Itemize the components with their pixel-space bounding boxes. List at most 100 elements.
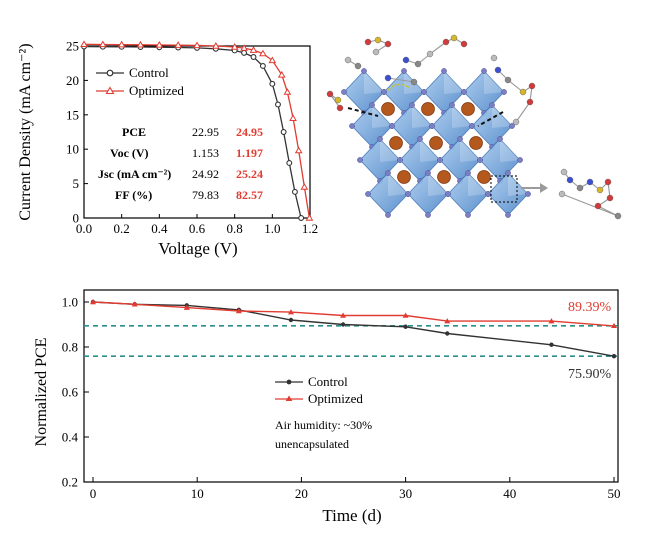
halide-atom xyxy=(397,157,403,163)
molecule-atom xyxy=(326,90,334,98)
stability-point-optimized xyxy=(131,301,138,307)
halide-atom xyxy=(405,191,411,197)
octahedron-highlight xyxy=(452,105,472,128)
halide-atom xyxy=(481,68,487,74)
jv-x-tick-label: 0.8 xyxy=(227,221,243,236)
table-row-jsc-label: Jsc (mA cm⁻²) xyxy=(98,167,171,181)
stability-series-group xyxy=(90,299,617,359)
interaction-bond xyxy=(347,107,379,117)
halide-atom xyxy=(509,123,515,129)
st-legend-control-marker xyxy=(286,379,292,385)
jv-x-tick-label: 1.0 xyxy=(264,221,280,236)
molecule-atom xyxy=(426,50,434,58)
stability-point-optimized xyxy=(402,312,409,318)
table-row-pce-control: 22.95 xyxy=(192,125,219,139)
halide-atom xyxy=(377,136,383,142)
cation-atom xyxy=(477,170,491,184)
stability-x-tick-label: 30 xyxy=(399,486,412,501)
halide-atom xyxy=(469,123,475,129)
hydrogen-bond xyxy=(387,83,411,91)
halide-atom xyxy=(385,212,391,218)
jv-point-control xyxy=(298,215,305,221)
stability-y-axis-label: Normalized PCE xyxy=(33,338,50,447)
stability-x-tick-label: 50 xyxy=(608,486,621,501)
halide-atom xyxy=(449,102,455,108)
jv-point-optimized xyxy=(174,41,183,48)
jv-x-tick-label: 0.4 xyxy=(151,221,168,236)
jv-x-axis-label: Voltage (V) xyxy=(158,239,237,258)
jv-point-optimized xyxy=(98,40,107,48)
stability-point-optimized xyxy=(235,308,242,314)
cation-atom xyxy=(437,170,451,184)
zoom-molecule-atom xyxy=(596,186,604,194)
stability-point-control xyxy=(445,331,450,336)
zoom-molecule-atom xyxy=(560,168,568,176)
stability-y-tick-label: 1.0 xyxy=(62,295,78,310)
table-row-voc-optimized: 1.197 xyxy=(236,146,263,160)
jv-point-optimized xyxy=(268,56,277,64)
halide-atom xyxy=(465,170,471,176)
stability-x-tick-label: 40 xyxy=(503,486,516,501)
jv-series-group xyxy=(80,40,314,221)
halide-atom xyxy=(497,136,503,142)
halide-atom xyxy=(361,68,367,74)
halide-atom xyxy=(409,102,415,108)
stability-x-axis-label: Time (d) xyxy=(322,506,381,525)
jv-point-optimized xyxy=(300,183,309,190)
stability-point-control xyxy=(340,322,346,327)
halide-atom xyxy=(389,123,395,129)
zoom-molecule-atom xyxy=(566,176,574,184)
jv-x-tick-label: 0.6 xyxy=(189,221,206,236)
octahedron-highlight xyxy=(388,173,408,196)
jv-legend-optimized-marker xyxy=(105,86,115,95)
halide-atom xyxy=(485,191,491,197)
halide-atom xyxy=(437,157,443,163)
stability-point-control xyxy=(549,342,554,347)
halide-atom xyxy=(421,89,427,95)
halide-atom xyxy=(465,212,471,218)
table-row-jsc-optimized: 25.24 xyxy=(236,167,263,181)
jv-point-control xyxy=(286,160,293,166)
halide-atom xyxy=(525,191,531,197)
jv-point-optimized xyxy=(277,70,286,78)
stability-point-optimized xyxy=(548,318,555,324)
zoom-molecule-atom xyxy=(594,202,602,210)
molecule-atom xyxy=(336,104,344,112)
cation-atom xyxy=(381,102,395,116)
jv-x-tick-label: 0.2 xyxy=(114,221,130,236)
octahedron-highlight xyxy=(484,71,504,94)
jv-point-optimized xyxy=(294,146,303,154)
molecule-atom xyxy=(519,88,527,96)
stability-y-tick-label: 0.8 xyxy=(62,340,78,355)
jv-x-tick-label: 1.2 xyxy=(302,221,318,236)
zoom-molecule xyxy=(558,168,622,220)
halide-atom xyxy=(457,136,463,142)
st-legend-optimized-label: Optimized xyxy=(308,391,363,406)
zoom-molecule-atom xyxy=(558,190,566,198)
octahedron-highlight xyxy=(508,173,528,196)
jv-point-control xyxy=(269,80,276,87)
stability-point-control xyxy=(403,324,408,329)
halide-atom xyxy=(341,89,347,95)
jv-point-optimized xyxy=(249,46,258,53)
molecule-atom xyxy=(344,56,352,64)
stability-x-tick-label: 10 xyxy=(191,486,204,501)
jv-point-optimized xyxy=(283,88,292,95)
st-legend-optimized-marker xyxy=(285,395,293,401)
jv-point-control xyxy=(259,63,266,69)
jv-y-tick-label: 0 xyxy=(73,211,80,226)
jv-point-optimized xyxy=(305,213,314,221)
halide-atom xyxy=(429,123,435,129)
octahedron-highlight xyxy=(380,139,400,162)
octahedron-highlight xyxy=(420,139,440,162)
jv-y-tick-label: 10 xyxy=(66,142,79,157)
octahedron-highlight xyxy=(468,173,488,196)
molecule-atom xyxy=(442,38,450,46)
jv-y-tick-label: 15 xyxy=(66,107,79,122)
jv-point-optimized xyxy=(155,40,164,48)
jv-curve-chart: 0.0 0.2 0.4 0.6 0.8 1.0 1.2 0 5 10 15 20 25 Voltage … xyxy=(17,39,318,259)
halide-atom xyxy=(461,89,467,95)
zoom-molecule-atom xyxy=(586,178,594,186)
halide-atom xyxy=(381,89,387,95)
zoom-molecule-atom xyxy=(576,184,584,192)
